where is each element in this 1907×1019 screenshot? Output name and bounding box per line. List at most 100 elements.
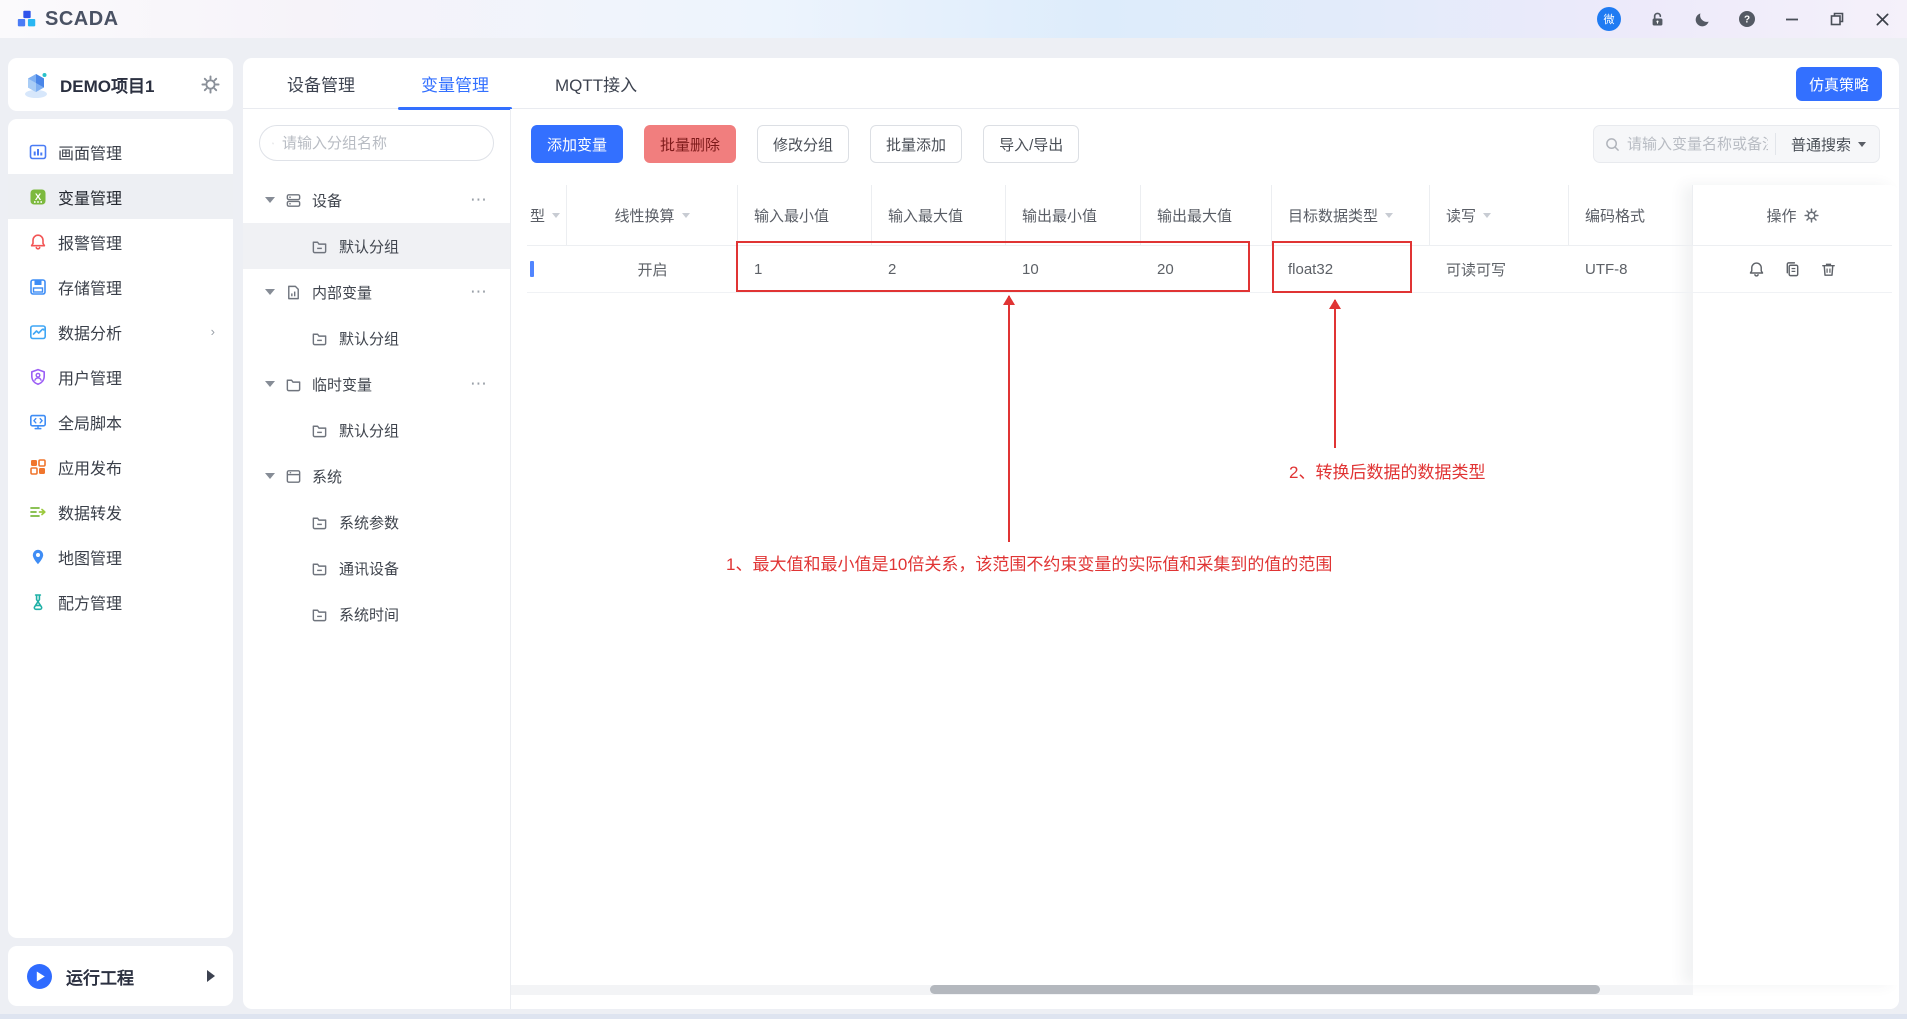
window-bottom-edge (0, 1014, 1907, 1019)
tree-node-default-group-device[interactable]: 默认分组 (243, 223, 510, 269)
sidebar-item-recipe-management[interactable]: 配方管理 (8, 579, 233, 624)
search-mode-label: 普通搜索 (1790, 136, 1851, 154)
tab-device-management[interactable]: 设备管理 (269, 58, 373, 109)
sort-caret-icon[interactable] (1385, 212, 1394, 218)
tree-node-label: 默认分组 (339, 238, 400, 256)
tab-variable-management[interactable]: 变量管理 (398, 58, 512, 110)
sidebar-item-label: 数据转发 (58, 505, 123, 523)
lock-icon[interactable] (1648, 10, 1666, 28)
sidebar-item-app-publish[interactable]: 应用发布 (8, 444, 233, 489)
trash-icon[interactable] (1820, 261, 1837, 278)
sidebar-item-data-analysis[interactable]: 数据分析 › (8, 309, 233, 354)
annotation-arrow-2 (1329, 299, 1341, 448)
help-icon[interactable]: ? (1738, 10, 1756, 28)
sidebar: DEMO项目1 画面管理 X 变量管理 报警管理 存储管理 (8, 58, 233, 1009)
sidebar-item-map-management[interactable]: 地图管理 (8, 534, 233, 579)
tree-group-temp-variables[interactable]: 临时变量 ⋯ (243, 361, 510, 407)
sidebar-item-label: 全局脚本 (58, 415, 123, 433)
modify-group-button[interactable]: 修改分组 (757, 125, 850, 163)
cell-output-min: 10 (1022, 260, 1039, 278)
column-header-linear-conversion[interactable]: 线性换算 (567, 185, 738, 245)
run-project-button[interactable]: 运行工程 (8, 946, 233, 1006)
tree-group-system[interactable]: 系统 (243, 453, 510, 499)
variable-search-input[interactable] (1627, 135, 1768, 153)
more-actions-icon[interactable]: ⋯ (470, 282, 488, 301)
caret-down-icon[interactable] (265, 197, 275, 203)
tab-mqtt-access[interactable]: MQTT接入 (537, 58, 655, 109)
app-name: SCADA (45, 7, 119, 30)
folder-icon (311, 238, 328, 255)
tree-node-label: 系统时间 (339, 606, 400, 624)
tree-node-default-group-internal[interactable]: 默认分组 (243, 315, 510, 361)
screen-chart-icon (29, 143, 47, 161)
tree-node-label: 系统 (312, 468, 343, 486)
tree-node-comm-devices[interactable]: 通讯设备 (243, 545, 510, 591)
cell-linear-conversion: 开启 (637, 261, 668, 279)
copy-icon[interactable] (1784, 261, 1801, 278)
sort-caret-icon[interactable] (552, 212, 561, 218)
column-header-target-type[interactable]: 目标数据类型 (1272, 185, 1430, 245)
titlebar-controls: 微 ? (1597, 7, 1891, 31)
moon-icon[interactable] (1693, 10, 1711, 28)
column-header-output-min: 输出最小值 (1006, 185, 1141, 245)
minimize-icon[interactable] (1783, 10, 1801, 28)
wechat-badge[interactable]: 微 (1597, 7, 1621, 31)
sidebar-item-alarm-management[interactable]: 报警管理 (8, 219, 233, 264)
tree-node-system-params[interactable]: 系统参数 (243, 499, 510, 545)
batch-delete-button[interactable]: 批量删除 (644, 125, 737, 163)
chevron-down-icon (1858, 141, 1866, 147)
sort-caret-icon[interactable] (1483, 212, 1492, 218)
simulation-strategy-button[interactable]: 仿真策略 (1795, 67, 1882, 101)
project-name: DEMO项目1 (60, 77, 155, 96)
tab-label: 变量管理 (421, 75, 489, 95)
caret-down-icon[interactable] (265, 289, 275, 295)
more-actions-icon[interactable]: ⋯ (470, 374, 488, 393)
tree-node-default-group-temp[interactable]: 默认分组 (243, 407, 510, 453)
cell-input-max: 2 (888, 260, 897, 278)
clipped-text-fragment (530, 261, 534, 277)
sidebar-item-storage-management[interactable]: 存储管理 (8, 264, 233, 309)
column-header-read-write[interactable]: 读写 (1430, 185, 1569, 245)
add-variable-button[interactable]: 添加变量 (531, 125, 624, 163)
caret-down-icon[interactable] (265, 473, 275, 479)
tree-node-label: 系统参数 (339, 514, 400, 532)
table-row[interactable]: 开启 1 2 10 20 float32 可读可写 UTF-8 (527, 246, 1892, 293)
folder-icon (285, 376, 302, 393)
group-tree-panel: 设备 ⋯ 默认分组 内部变量 ⋯ 默认分组 (243, 109, 511, 1009)
tree-node-label: 默认分组 (339, 330, 400, 348)
folder-icon (311, 560, 328, 577)
sidebar-item-data-forward[interactable]: 数据转发 (8, 489, 233, 534)
sort-caret-icon[interactable] (681, 212, 690, 218)
app-publish-icon (29, 458, 47, 476)
group-search-input[interactable] (282, 134, 481, 152)
import-export-button[interactable]: 导入/导出 (983, 125, 1080, 163)
cell-actions (1693, 246, 1892, 292)
tree-node-label: 设备 (312, 192, 343, 210)
sidebar-item-user-management[interactable]: 用户管理 (8, 354, 233, 399)
run-project-label: 运行工程 (66, 968, 134, 988)
more-actions-icon[interactable]: ⋯ (470, 190, 488, 209)
tree-group-internal-variables[interactable]: 内部变量 ⋯ (243, 269, 510, 315)
sidebar-item-global-script[interactable]: 全局脚本 (8, 399, 233, 444)
alarm-bell-icon[interactable] (1748, 261, 1765, 278)
column-header-output-max: 输出最大值 (1141, 185, 1272, 245)
tree-group-device[interactable]: 设备 ⋯ (243, 177, 510, 223)
project-settings-gear-icon[interactable] (201, 75, 220, 94)
search-mode-dropdown[interactable]: 普通搜索 (1783, 134, 1868, 155)
sidebar-item-variable-management[interactable]: X 变量管理 (8, 174, 233, 219)
sidebar-item-screen-management[interactable]: 画面管理 (8, 129, 233, 174)
column-header-type-partial[interactable]: 型 (527, 185, 567, 245)
column-header-actions: 操作 (1693, 185, 1892, 245)
annotation-rect-target-type (1272, 241, 1412, 293)
close-icon[interactable] (1873, 10, 1891, 28)
maximize-icon[interactable] (1828, 10, 1846, 28)
tree-node-system-time[interactable]: 系统时间 (243, 591, 510, 637)
horizontal-scrollbar-thumb[interactable] (930, 985, 1600, 994)
folder-icon (311, 330, 328, 347)
batch-add-button[interactable]: 批量添加 (870, 125, 963, 163)
sticky-action-column-panel (1693, 185, 1899, 985)
caret-down-icon[interactable] (265, 381, 275, 387)
column-settings-gear-icon[interactable] (1803, 207, 1819, 223)
project-header: DEMO项目1 (8, 58, 233, 111)
run-expand-caret-icon (207, 970, 215, 982)
